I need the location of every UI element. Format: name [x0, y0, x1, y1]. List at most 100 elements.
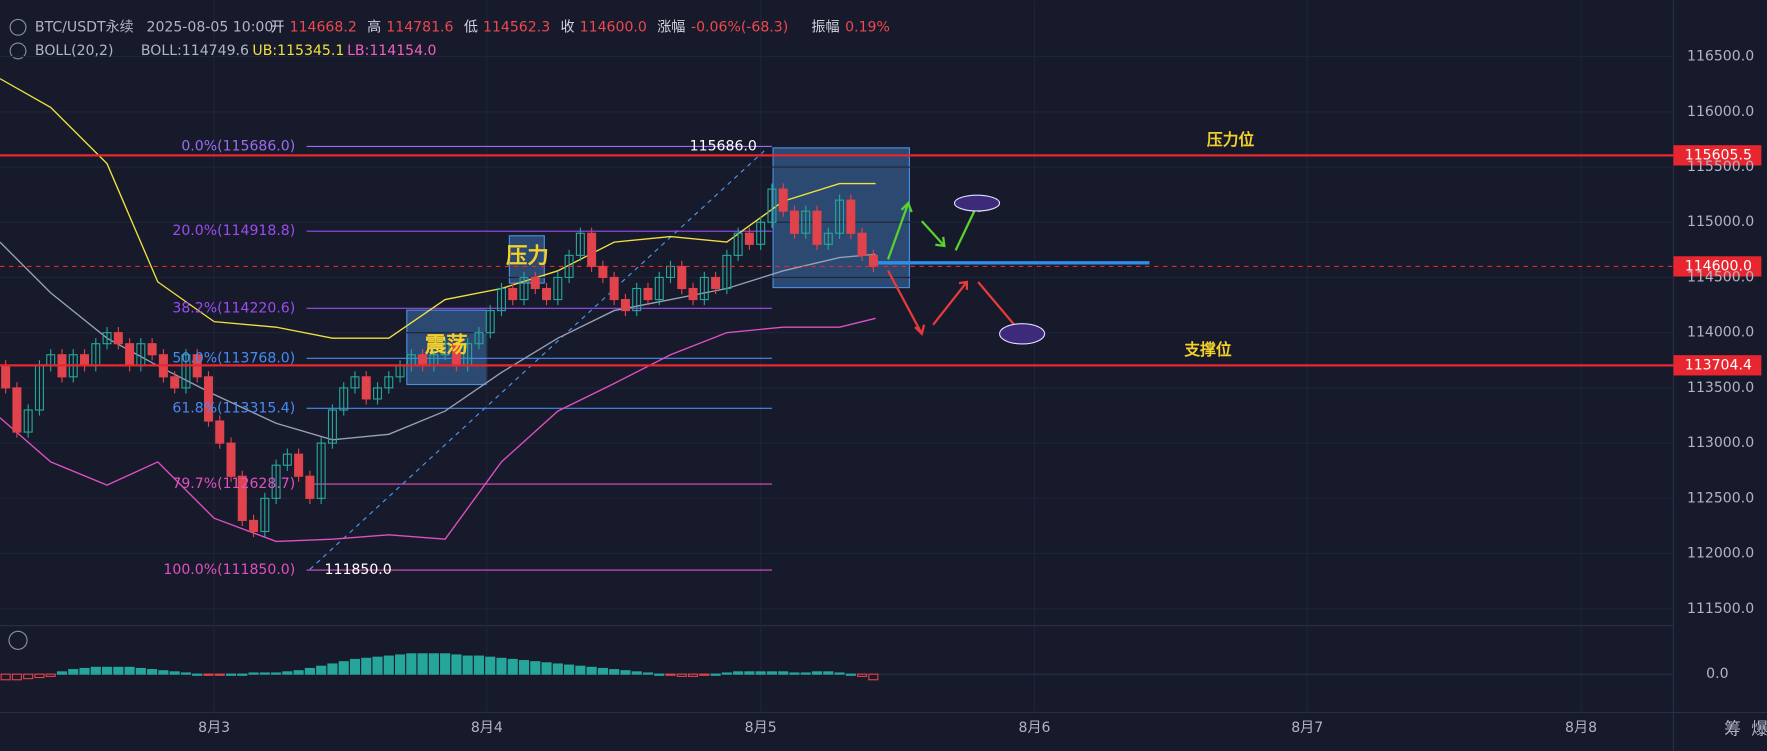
candle [812, 210, 822, 245]
y-tick-label: 113000.0 [1687, 435, 1754, 451]
candle [643, 287, 653, 301]
candle [12, 387, 22, 433]
macd-bar [800, 672, 811, 675]
macd-bar [135, 667, 146, 675]
icon[interactable] [9, 42, 27, 60]
candle [339, 387, 349, 411]
macd-bar [721, 672, 732, 675]
y-tick-label: 116000.0 [1687, 104, 1754, 120]
expand-icon[interactable] [8, 630, 28, 650]
candle [316, 442, 326, 499]
macd-bar [564, 664, 575, 675]
candle [677, 265, 687, 290]
field-key: 涨幅 [657, 19, 685, 35]
y-tick-label: 112500.0 [1687, 490, 1754, 506]
macd-bar [327, 663, 338, 675]
macd-bar [68, 669, 79, 675]
candle [1, 365, 11, 389]
y-tick-label: 114500.0 [1687, 269, 1754, 285]
candle [699, 276, 709, 301]
macd-bar [225, 673, 237, 676]
boll-band_upper [0, 78, 876, 339]
fib-label: 79.7%(112628.7) [172, 476, 295, 492]
macd-bar [462, 655, 473, 675]
level-name: 支撑位 [1183, 340, 1232, 359]
macd-bar [609, 669, 620, 675]
macd-bar [541, 662, 552, 675]
swing-low: 111850.0 [325, 562, 392, 578]
macd-bar [90, 666, 101, 675]
macd-bar [113, 666, 124, 675]
candle [203, 376, 213, 422]
macd-bar [248, 672, 259, 675]
candle [327, 409, 337, 444]
candle [282, 453, 292, 466]
macd-bar [823, 671, 834, 675]
macd-bar [834, 672, 845, 675]
y-tick-label: 111500.0 [1687, 601, 1754, 617]
candle [823, 232, 833, 245]
macd-bar [271, 672, 282, 675]
macd-bar [124, 666, 135, 675]
macd-bar [293, 670, 304, 675]
toolbar-item: 爆 [1751, 718, 1767, 738]
macd-bar [101, 666, 113, 675]
y-tick-label: 112000.0 [1687, 546, 1754, 562]
candle [835, 199, 845, 234]
macd-bar [169, 671, 180, 675]
y-tick-label: 116500.0 [1687, 49, 1754, 65]
candle [598, 265, 608, 279]
field-value: 114562.3 [483, 19, 550, 35]
y-tick-label: 113500.0 [1687, 380, 1754, 396]
y-tick-label: 115000.0 [1687, 214, 1754, 230]
candle [767, 188, 777, 223]
candle [113, 332, 123, 345]
candle [125, 343, 135, 367]
candle [778, 188, 788, 212]
x-tick-label: 8月8 [1565, 720, 1597, 736]
macd-bar [485, 656, 496, 675]
boll-band_lower [0, 317, 876, 543]
field-key: 开 [270, 19, 284, 35]
macd-bar [518, 660, 530, 675]
candle [542, 287, 552, 301]
x-tick-label: 8月6 [1019, 720, 1051, 736]
candle [530, 276, 540, 290]
macd-bar [338, 661, 349, 675]
macd-bar [361, 657, 372, 675]
price-tag-label: 113704.4 [1685, 357, 1752, 373]
datetime: 2025-08-05 10:00 [146, 19, 273, 35]
level-name: 压力位 [1207, 130, 1255, 149]
candle [496, 287, 506, 312]
indicator-lower: LB:114154.0 [347, 43, 436, 59]
macd-bar [811, 671, 823, 675]
macd-bar [575, 665, 586, 675]
macd-bar [372, 656, 383, 675]
candle [350, 376, 360, 389]
candle [632, 287, 642, 312]
candle [609, 276, 619, 301]
icon[interactable] [9, 18, 27, 36]
price-tag [1673, 145, 1762, 166]
fib-label: 100.0%(111850.0) [163, 562, 295, 578]
macd-bar [868, 673, 879, 681]
macd-bar [316, 665, 327, 675]
price-tag-label: 115605.5 [1685, 147, 1752, 163]
macd-bar [857, 673, 868, 677]
macd-bar [23, 673, 34, 680]
swing-high: 115686.0 [690, 138, 757, 154]
y-tick-label: 115500.0 [1687, 159, 1754, 175]
macd-bar [665, 673, 676, 676]
candle [620, 298, 630, 312]
macd-bar [496, 657, 507, 675]
field-key: 振幅 [811, 19, 839, 35]
macd-bar [473, 655, 485, 675]
candle [305, 475, 315, 499]
x-tick-label: 8月3 [198, 720, 230, 736]
candle [215, 420, 225, 444]
macd-bar [428, 653, 439, 675]
candle [857, 232, 867, 256]
target [999, 323, 1046, 345]
macd-bar [417, 653, 428, 675]
